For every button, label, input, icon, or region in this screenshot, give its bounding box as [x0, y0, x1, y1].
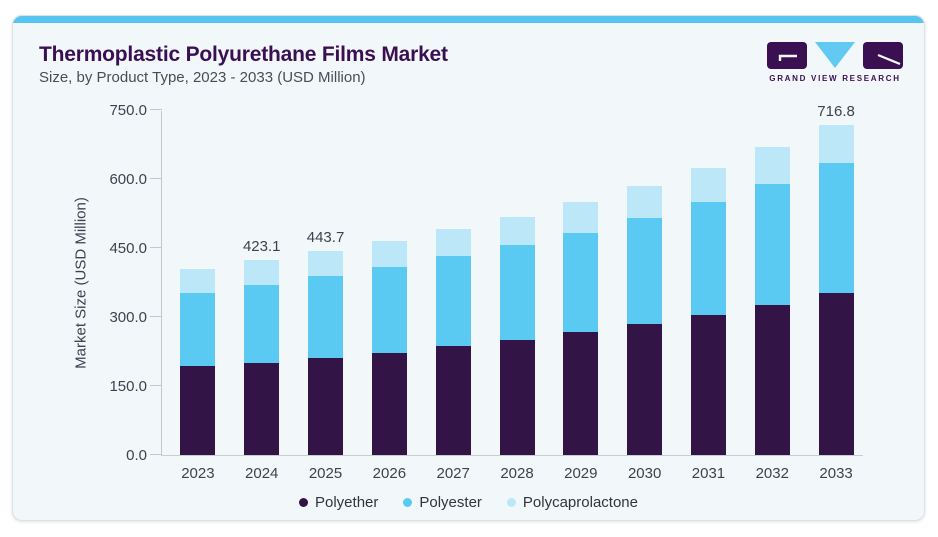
stacked-bar-2028: [499, 216, 535, 455]
bar-segment-polyether: [435, 346, 471, 455]
stacked-bar-2025: [308, 250, 344, 455]
brand-logo-marks: [765, 42, 905, 70]
legend-label: Polyether: [315, 493, 379, 511]
y-axis-tick-mark: [150, 385, 162, 386]
bar-segment-polyester: [435, 256, 471, 347]
x-axis-tick-label: 2032: [755, 465, 789, 482]
stacked-bar-2031: [690, 168, 726, 455]
y-axis-tick-labels: 0.0 150.0 300.0 450.0 600.0 750.0: [13, 103, 147, 464]
legend-dot-icon: [299, 497, 308, 507]
bar-segment-polycaprolactone: [818, 125, 854, 163]
bar-segment-polyether: [563, 332, 599, 455]
legend-dot-icon: [403, 497, 413, 507]
bar-segment-polyester: [754, 183, 790, 305]
bar-segment-polycaprolactone: [244, 260, 280, 286]
card-accent-bar: [13, 16, 924, 23]
bar-segment-polycaprolactone: [308, 250, 344, 277]
bar-segment-polyether: [690, 314, 726, 455]
legend-label: Polycaprolactone: [522, 493, 638, 511]
legend-item-polyester: Polyester: [403, 494, 482, 511]
y-axis-tick-mark: [150, 178, 162, 179]
bar-segment-polyester: [563, 232, 599, 333]
y-axis-tick-mark: [150, 454, 162, 455]
bar-segment-polyester: [308, 276, 344, 358]
bar-segment-polyether: [180, 366, 216, 455]
bar-segment-polycaprolactone: [627, 185, 663, 219]
stacked-bar-2033: [818, 125, 854, 455]
x-axis-tick-label: 2027: [436, 465, 470, 482]
bar-segment-polyester: [180, 292, 216, 367]
y-axis-tick-mark: [150, 247, 162, 248]
bar-segment-polyester: [499, 245, 535, 340]
bar-segment-polycaprolactone: [371, 241, 407, 267]
x-axis-tick-label: 2025: [308, 465, 343, 482]
bar-segment-polyether: [371, 352, 407, 455]
stacked-bar-2027: [435, 228, 471, 455]
logo-g-icon: [767, 42, 807, 69]
x-axis-tick-label: 2026: [372, 465, 407, 482]
y-axis-tick-mark: [150, 316, 162, 317]
x-axis-tick-label: 2031: [691, 465, 726, 482]
chart-subtitle: Size, by Product Type, 2023 - 2033 (USD …: [39, 69, 366, 86]
y-axis-tick-label: 0.0: [126, 447, 147, 464]
bar-segment-polyether: [818, 293, 854, 455]
chart-title: Thermoplastic Polyurethane Films Market: [39, 43, 448, 66]
bar-total-label: 716.8: [817, 103, 855, 121]
bar-segment-polyether: [244, 363, 280, 455]
bar-segment-polycaprolactone: [563, 201, 599, 233]
logo-r-icon: [863, 42, 903, 69]
stacked-bar-2030: [627, 185, 663, 455]
stacked-bar-2029: [563, 201, 599, 455]
bar-total-label: 443.7: [306, 228, 345, 246]
bar-segment-polyether: [627, 323, 663, 455]
bar-segment-polycaprolactone: [690, 168, 726, 202]
y-axis-tick-label: 150.0: [109, 378, 147, 395]
bar-segment-polycaprolactone: [180, 269, 216, 293]
legend-item-polycaprolactone: Polycaprolactone: [506, 493, 638, 511]
bar-segment-polyester: [627, 218, 663, 324]
plot-area: 2023 423.1 2024 443.7 2025 2026 2027 2028 2029 20…: [150, 104, 863, 482]
bar-segment-polyester: [690, 201, 726, 315]
bar-segment-polyester: [818, 162, 854, 294]
x-axis-tick-label: 2023: [181, 465, 215, 482]
stacked-bar-2023: [180, 269, 216, 455]
bar-segment-polyether: [308, 357, 344, 455]
y-axis-tick-label: 600.0: [109, 171, 147, 188]
logo-v-icon: [815, 42, 855, 68]
bar-segment-polycaprolactone: [754, 146, 790, 184]
x-axis-tick-label: 2029: [564, 465, 598, 482]
x-axis-tick-label: 2033: [819, 465, 853, 482]
bar-segment-polyester: [371, 266, 407, 353]
bar-segment-polyether: [754, 305, 790, 455]
y-axis-tick-label: 750.0: [109, 102, 147, 119]
y-axis-tick-label: 300.0: [109, 309, 147, 326]
legend-item-polyether: Polyether: [299, 494, 378, 511]
stacked-bar-2024: [244, 260, 280, 455]
legend-dot-icon: [506, 497, 516, 507]
bar-segment-polyether: [499, 339, 535, 455]
x-axis-tick-label: 2024: [245, 465, 279, 482]
stacked-bar-2026: [371, 241, 407, 455]
chart-card: Thermoplastic Polyurethane Films Market …: [12, 15, 925, 521]
x-axis-tick-label: 2030: [627, 465, 662, 482]
chart-legend: Polyether Polyester Polycaprolactone: [13, 493, 924, 511]
y-axis-tick-label: 450.0: [109, 240, 147, 257]
y-axis-tick-mark: [150, 109, 162, 110]
legend-label: Polyester: [419, 493, 482, 511]
brand-logo: GRAND VIEW RESEARCH: [765, 42, 905, 83]
bar-total-label: 423.1: [242, 238, 281, 256]
bar-segment-polyester: [244, 285, 280, 363]
brand-name: GRAND VIEW RESEARCH: [769, 74, 901, 83]
stacked-bar-2032: [754, 146, 790, 455]
bar-segment-polycaprolactone: [499, 216, 535, 246]
x-axis-tick-label: 2028: [500, 465, 534, 482]
bar-segment-polycaprolactone: [435, 228, 471, 257]
